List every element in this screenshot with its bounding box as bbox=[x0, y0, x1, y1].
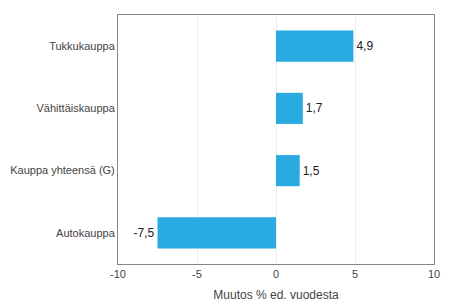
svg-text:Autokauppa: Autokauppa bbox=[56, 227, 116, 239]
svg-text:-5: -5 bbox=[192, 268, 202, 280]
svg-text:Muutos % ed. vuodesta: Muutos % ed. vuodesta bbox=[213, 288, 339, 302]
svg-text:Kauppa yhteensä (G): Kauppa yhteensä (G) bbox=[10, 164, 115, 176]
svg-text:1,5: 1,5 bbox=[303, 164, 320, 178]
svg-text:Vähittäiskauppa: Vähittäiskauppa bbox=[37, 102, 116, 114]
svg-text:10: 10 bbox=[428, 268, 440, 280]
svg-text:-10: -10 bbox=[110, 268, 126, 280]
svg-text:0: 0 bbox=[273, 268, 279, 280]
svg-text:Tukku­kauppa: Tukku­kauppa bbox=[49, 40, 116, 52]
svg-text:4,9: 4,9 bbox=[356, 39, 373, 53]
svg-text:-7,5: -7,5 bbox=[133, 226, 154, 240]
svg-text:5: 5 bbox=[352, 268, 358, 280]
svg-text:1,7: 1,7 bbox=[306, 101, 323, 115]
